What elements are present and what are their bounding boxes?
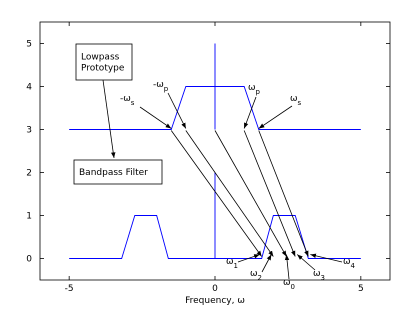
bottom-label-subscript: 1 (234, 262, 238, 270)
top-label: -ωs (120, 94, 135, 107)
text-box (73, 159, 163, 185)
label-arrow (167, 92, 187, 129)
y-tick-label: 5 (26, 40, 32, 50)
bottom-label-symbol: ω (343, 257, 351, 267)
text-box (75, 43, 133, 81)
top-label-subscript: s (298, 99, 302, 107)
bottom-label: ω2 (250, 269, 262, 282)
mapping-arrow (258, 130, 309, 257)
top-label: ωp (248, 83, 261, 96)
text-box-line: Bandpass Filter (79, 168, 148, 178)
label-arrow (243, 96, 257, 129)
y-tick-label: 0 (26, 255, 32, 265)
text-box-line: Prototype (81, 64, 125, 74)
mapping-arrow (214, 130, 287, 257)
mapping-arrow (243, 130, 296, 257)
label-arrow (296, 254, 316, 271)
bottom-label-symbol: ω (250, 269, 258, 279)
label-arrow (237, 254, 260, 263)
label-arrow (284, 254, 290, 280)
x-axis-label: Frequency, ω (185, 296, 245, 306)
top-label-symbol: -ω (153, 80, 164, 90)
y-tick-label: 4 (26, 83, 32, 93)
bottom-label: ω3 (313, 269, 325, 282)
x-tick-label: -5 (65, 284, 74, 294)
label-arrow (258, 105, 293, 129)
top-label-subscript: p (256, 88, 261, 96)
bottom-label: ω4 (343, 257, 356, 270)
box-arrow (102, 79, 116, 159)
label-arrow (310, 253, 343, 263)
top-label-subscript: p (164, 85, 169, 93)
mapping-arrow (170, 130, 262, 257)
y-tick-label: 2 (26, 169, 32, 179)
top-label-symbol: ω (248, 83, 256, 93)
bottom-label-subscript: 0 (291, 283, 295, 291)
bottom-label-symbol: ω (313, 269, 321, 279)
bottom-label-subscript: 3 (321, 274, 325, 282)
y-tick-label: 1 (26, 212, 32, 222)
text-box-line: Lowpass (81, 53, 120, 63)
top-label: ωs (290, 94, 302, 107)
label-arrow (261, 254, 272, 273)
x-tick-label: 0 (212, 284, 218, 294)
bottom-label-symbol: ω (226, 257, 234, 267)
bottom-label-symbol: ω (283, 278, 291, 288)
label-arrow (139, 106, 172, 129)
bottom-label: ω1 (226, 257, 238, 270)
mapping-arrow (185, 130, 274, 257)
top-label-subscript: s (131, 99, 135, 107)
bottom-label-subscript: 4 (351, 262, 356, 270)
top-label-symbol: -ω (120, 94, 131, 104)
top-label: -ωp (153, 80, 169, 93)
x-tick-label: 5 (358, 284, 364, 294)
y-tick-label: 3 (26, 126, 32, 136)
top-label-symbol: ω (290, 94, 298, 104)
bottom-label: ω0 (283, 278, 295, 291)
bottom-label-subscript: 2 (258, 274, 262, 282)
